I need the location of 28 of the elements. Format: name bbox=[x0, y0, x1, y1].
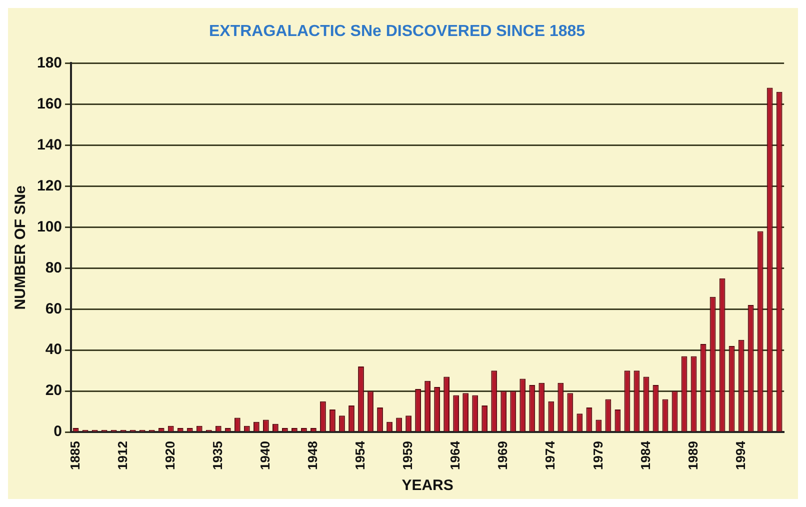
y-tick-label: 0 bbox=[54, 423, 62, 440]
y-tick-label: 20 bbox=[45, 382, 62, 400]
x-tick-label: 1974 bbox=[542, 440, 558, 470]
y-tick-label: 80 bbox=[45, 259, 62, 276]
y-tick-label: 160 bbox=[36, 95, 62, 112]
x-tick-label: 1959 bbox=[400, 441, 416, 470]
x-axis-title: YEARS bbox=[402, 477, 454, 494]
y-tick-label: 120 bbox=[36, 177, 62, 194]
x-tick-label: 1979 bbox=[590, 441, 606, 470]
x-tick-label: 1994 bbox=[732, 440, 748, 470]
x-tick-label: 1920 bbox=[162, 441, 178, 470]
x-tick-label: 1912 bbox=[114, 441, 130, 470]
y-tick-label: 180 bbox=[36, 54, 62, 72]
y-tick-label: 60 bbox=[45, 300, 62, 318]
x-tick-label: 1984 bbox=[638, 440, 653, 470]
x-tick-label: 1935 bbox=[210, 441, 225, 470]
y-tick-label: 100 bbox=[36, 218, 62, 236]
x-tick-label: 1948 bbox=[305, 441, 320, 470]
y-tick-label: 140 bbox=[36, 136, 62, 154]
x-tick-label: 1989 bbox=[685, 441, 700, 470]
x-tick-label: 1969 bbox=[495, 441, 510, 470]
y-axis-title: NUMBER OF SNe bbox=[12, 186, 30, 310]
chart-title: EXTRAGALACTIC SNe DISCOVERED SINCE 1885 bbox=[208, 23, 586, 40]
y-tick-label: 40 bbox=[45, 341, 62, 358]
x-tick-label: 1940 bbox=[258, 441, 273, 470]
x-tick-label: 1885 bbox=[67, 441, 82, 470]
x-tick-label: 1954 bbox=[352, 440, 368, 470]
x-tick-label: 1964 bbox=[448, 440, 463, 470]
